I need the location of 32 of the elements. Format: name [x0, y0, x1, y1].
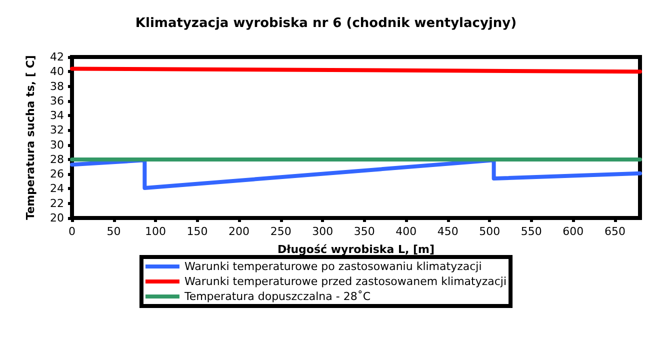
x-tick-label: 650 [604, 225, 626, 238]
x-tick-label: 100 [145, 225, 166, 238]
y-tick-label: 36 [50, 94, 64, 108]
x-tick-label: 600 [562, 225, 584, 238]
legend-label: Temperatura dopuszczalna - 28˚C [183, 290, 371, 303]
legend-label: Warunki temperaturowe przed zastosowanem klimatyzacji [184, 275, 507, 288]
x-tick-label: 500 [479, 225, 500, 238]
chart-title: Klimatyzacja wyrobiska nr 6 (chodnik wentylacyjny) [135, 16, 517, 31]
y-tick-label: 34 [50, 109, 64, 122]
y-tick-label: 42 [50, 50, 64, 64]
x-tick-label: 0 [68, 225, 76, 238]
x-tick-label: 550 [520, 225, 542, 238]
x-axis-title: Długość wyrobiska L, [m] [278, 243, 434, 256]
x-tick-label: 300 [312, 225, 334, 238]
legend-label: Warunki temperaturowe po zastosowaniu klimatyzacji [184, 260, 482, 273]
x-tick-label: 350 [354, 225, 375, 238]
y-tick-label: 40 [50, 65, 64, 78]
y-axis-title: Temperatura sucha ts, [ C] [24, 55, 37, 220]
y-tick-label: 30 [50, 138, 64, 152]
x-tick-label: 150 [186, 225, 208, 238]
y-tick-label: 28 [50, 152, 64, 166]
y-tick-label: 32 [50, 124, 64, 137]
y-tick-label: 26 [50, 168, 64, 181]
x-tick-label: 450 [437, 225, 458, 238]
y-tick-label: 24 [50, 182, 64, 196]
x-tick-label: 400 [396, 225, 417, 238]
y-tick-label: 22 [50, 196, 64, 210]
y-tick-label: 38 [50, 80, 64, 93]
x-tick-label: 250 [270, 225, 292, 238]
x-tick-label: 50 [106, 225, 121, 238]
y-tick-label: 20 [50, 212, 64, 224]
x-tick-label: 200 [228, 225, 250, 238]
